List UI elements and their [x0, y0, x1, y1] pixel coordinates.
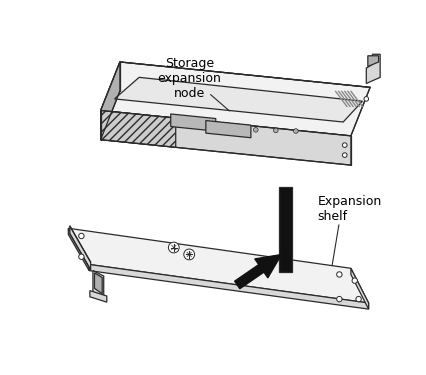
Polygon shape — [279, 188, 291, 272]
Polygon shape — [70, 226, 90, 270]
Circle shape — [78, 254, 84, 260]
Circle shape — [342, 143, 346, 147]
Polygon shape — [68, 228, 89, 271]
Polygon shape — [350, 268, 368, 309]
Polygon shape — [114, 77, 362, 122]
Polygon shape — [93, 271, 104, 297]
Circle shape — [168, 242, 179, 253]
Polygon shape — [367, 56, 378, 66]
Circle shape — [273, 128, 277, 133]
Circle shape — [253, 128, 257, 132]
Circle shape — [336, 272, 341, 277]
Polygon shape — [101, 62, 369, 136]
Circle shape — [183, 249, 194, 260]
Text: Storage
expansion
node: Storage expansion node — [157, 57, 221, 99]
Circle shape — [293, 129, 297, 133]
Polygon shape — [366, 54, 379, 84]
Circle shape — [355, 296, 360, 302]
Circle shape — [351, 278, 357, 284]
Circle shape — [336, 296, 341, 302]
Polygon shape — [89, 291, 106, 302]
Polygon shape — [101, 111, 350, 165]
Circle shape — [363, 97, 368, 101]
Polygon shape — [205, 121, 250, 138]
Polygon shape — [101, 62, 120, 140]
Polygon shape — [101, 111, 176, 147]
Text: Expansion
shelf: Expansion shelf — [317, 195, 381, 223]
Polygon shape — [170, 114, 215, 131]
Polygon shape — [89, 264, 368, 309]
Polygon shape — [68, 228, 368, 303]
Circle shape — [78, 233, 84, 238]
Polygon shape — [94, 273, 102, 294]
Circle shape — [342, 153, 346, 158]
Polygon shape — [234, 255, 281, 289]
